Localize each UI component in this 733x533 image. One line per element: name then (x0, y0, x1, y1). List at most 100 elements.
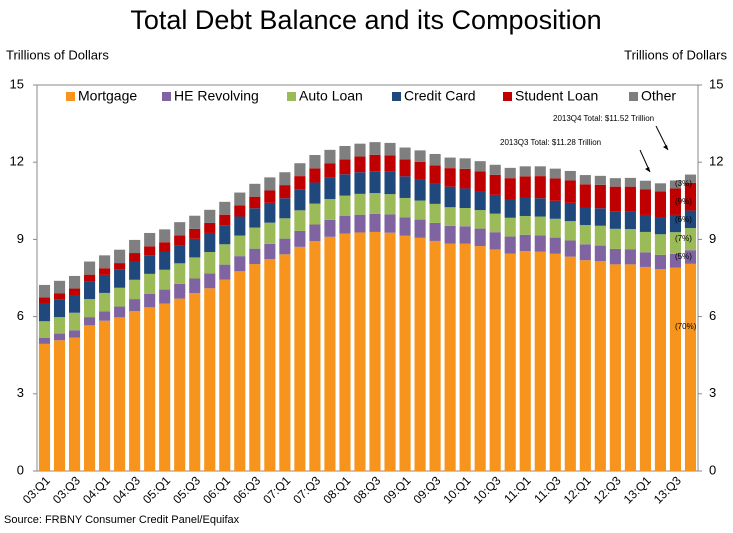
bar-segment (234, 192, 246, 206)
bar-segment (294, 230, 306, 247)
bar-segment (354, 156, 366, 173)
bar-segment (579, 224, 591, 245)
y2-tick-label: 9 (709, 231, 716, 246)
bar-segment (144, 255, 156, 274)
bar-segment (354, 143, 366, 157)
x-tick-label: 04:Q3 (110, 473, 143, 506)
bar-segment (399, 147, 411, 160)
bar-segment (444, 186, 456, 208)
bar-segment (219, 201, 231, 215)
bar-segment (204, 209, 216, 223)
bar-segment (264, 243, 276, 260)
bar-segment (609, 264, 621, 471)
bar-segment (489, 232, 501, 250)
bar-segment (624, 229, 636, 250)
bar-segment (129, 239, 141, 254)
bar-segment (669, 214, 682, 233)
y-tick-label: 9 (17, 231, 24, 246)
x-tick-label: 10:Q1 (440, 473, 473, 506)
x-tick-label: 10:Q3 (471, 473, 504, 506)
x-tick-label: 05:Q1 (140, 473, 173, 506)
x-tick-label: 12:Q1 (561, 473, 594, 506)
bar-segment (129, 253, 141, 262)
bar-segment (489, 174, 501, 195)
bar-segment (324, 149, 336, 164)
bar-segment (549, 253, 561, 471)
bar-segment (129, 299, 141, 312)
bar-segment (399, 235, 411, 471)
bar-segment (53, 293, 66, 300)
bar-segment (549, 168, 561, 179)
x-tick-label: 06:Q3 (230, 473, 263, 506)
bar-segment (99, 292, 111, 312)
bar-segment (354, 193, 366, 215)
bar-segment (68, 288, 81, 295)
bar-segment (444, 168, 456, 187)
bar-segment (369, 154, 381, 172)
bar-segment (129, 261, 141, 280)
y-tick-label: 3 (17, 385, 24, 400)
y-tick-label: 12 (10, 154, 24, 169)
bar-segment (174, 298, 186, 471)
bar-segment (609, 211, 621, 229)
bar-segment (264, 190, 276, 203)
x-tick-label: 09:Q3 (410, 473, 443, 506)
bar-segment (234, 271, 246, 471)
bar-segment (624, 264, 636, 471)
bar-segment (654, 269, 667, 471)
bar-segment (53, 299, 66, 318)
bar-segment (639, 252, 651, 267)
bar-segment (324, 219, 336, 237)
bar-segment (384, 142, 396, 156)
bar-segment (144, 307, 156, 471)
x-tick-label: 11:Q1 (501, 473, 534, 506)
bar-segment (669, 267, 682, 471)
bar-segment (159, 303, 171, 471)
bar-segment (684, 182, 697, 211)
bar-segment (249, 208, 261, 228)
bar-segment (624, 186, 636, 212)
bar-segment (339, 215, 351, 234)
x-tick-label: 04:Q1 (80, 473, 113, 506)
bar-segment (264, 259, 276, 471)
bar-segment (594, 208, 606, 226)
bar-segment (99, 255, 111, 269)
bar-segment (414, 219, 426, 238)
bar-segment (114, 263, 126, 270)
bar-segment (414, 200, 426, 220)
bar-segment (564, 170, 576, 181)
bar-segment (624, 177, 636, 187)
bar-segment (684, 210, 697, 229)
legend-swatch (629, 92, 638, 101)
y2-tick-label: 15 (709, 76, 723, 91)
bar-segment (159, 242, 171, 252)
bar-segment (114, 287, 126, 307)
bar-segment (68, 275, 81, 289)
bar-segment (159, 289, 171, 304)
bar-segment (564, 202, 576, 222)
bar-segment (489, 249, 501, 471)
bar-segment (534, 166, 546, 177)
bar-segment (53, 333, 66, 341)
bar-segment (384, 171, 396, 195)
bar-segment (309, 241, 321, 471)
bar-segment (219, 264, 231, 280)
x-tick-label: 08:Q3 (350, 473, 383, 506)
bar-segment (534, 176, 546, 199)
bar-segment (399, 176, 411, 198)
bar-segment (384, 194, 396, 215)
x-tick-label: 13:Q3 (651, 473, 684, 506)
bar-segment (414, 161, 426, 180)
bar-segment (669, 188, 682, 215)
bar-segment (504, 178, 516, 199)
bar-segment (429, 165, 441, 184)
bar-segment (399, 197, 411, 218)
bar-segment (519, 251, 531, 471)
bar-segment (84, 261, 96, 275)
bar-segment (639, 214, 651, 232)
bar-segment (639, 231, 651, 253)
y2-axis-label: Trillions of Dollars (624, 47, 727, 62)
bar-segment (114, 269, 126, 288)
bar-segment (189, 215, 201, 229)
bar-segment (204, 222, 216, 233)
